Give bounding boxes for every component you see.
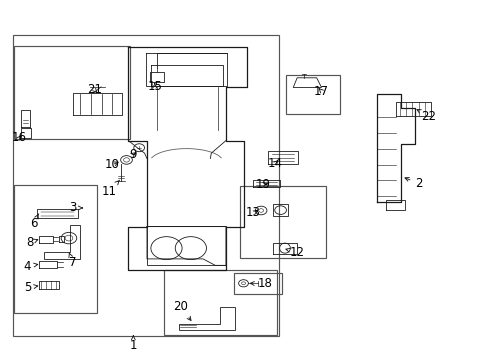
Text: 1: 1 bbox=[129, 336, 137, 352]
Text: 2: 2 bbox=[404, 177, 422, 190]
Text: 6: 6 bbox=[30, 214, 39, 230]
Text: 19: 19 bbox=[255, 178, 270, 191]
Bar bbox=[14, 185, 97, 313]
Text: 20: 20 bbox=[172, 300, 191, 320]
Text: 12: 12 bbox=[285, 246, 304, 259]
Text: 9: 9 bbox=[129, 148, 137, 161]
Bar bbox=[14, 45, 130, 139]
Text: 3: 3 bbox=[69, 202, 82, 215]
Bar bbox=[13, 35, 278, 336]
Text: 22: 22 bbox=[416, 109, 435, 123]
Bar bbox=[150, 72, 163, 82]
Bar bbox=[239, 186, 326, 258]
Text: 16: 16 bbox=[12, 131, 27, 144]
Text: 8: 8 bbox=[26, 236, 38, 249]
Bar bbox=[285, 75, 339, 114]
Text: 5: 5 bbox=[24, 281, 38, 294]
Text: 17: 17 bbox=[313, 85, 328, 98]
Text: 10: 10 bbox=[104, 158, 119, 171]
Text: 4: 4 bbox=[24, 260, 38, 273]
Bar bbox=[233, 273, 281, 294]
Text: 13: 13 bbox=[245, 207, 260, 220]
Text: 7: 7 bbox=[69, 253, 77, 269]
Bar bbox=[163, 270, 277, 335]
Text: 14: 14 bbox=[266, 157, 282, 170]
Bar bbox=[147, 226, 225, 265]
Text: 21: 21 bbox=[87, 83, 102, 96]
Text: 11: 11 bbox=[101, 180, 119, 198]
Text: 15: 15 bbox=[147, 80, 162, 93]
Text: 18: 18 bbox=[250, 278, 272, 291]
